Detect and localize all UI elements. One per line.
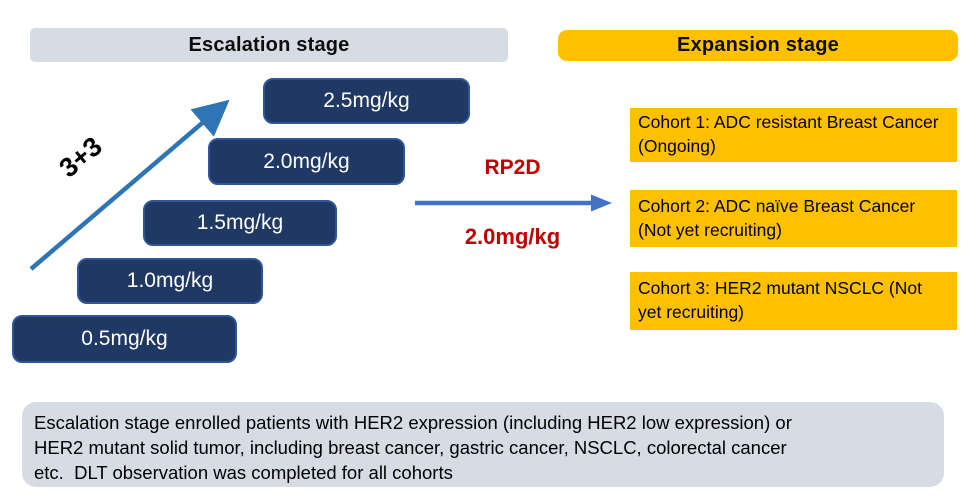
escalation-stage-header: Escalation stage (30, 28, 508, 62)
rp2d-arrow (415, 194, 612, 212)
dose-box: 2.0mg/kg (208, 138, 405, 185)
dose-box: 1.5mg/kg (143, 200, 337, 246)
cohort-label: Cohort 2: ADC naïve Breast Cancer (Not y… (638, 195, 916, 240)
cohort-label: Cohort 1: ADC resistant Breast Cancer (O… (638, 112, 939, 156)
dose-box: 2.5mg/kg (263, 78, 470, 124)
rp2d-dose-label: 2.0mg/kg (464, 224, 561, 249)
cohort-box: Cohort 3: HER2 mutant NSCLC (Not yet rec… (630, 272, 957, 330)
footnote-line: Escalation stage enrolled patients with … (34, 412, 792, 433)
expansion-stage-header: Expansion stage (558, 30, 958, 61)
cohort-label: Cohort 3: HER2 mutant NSCLC (Not yet rec… (638, 278, 922, 322)
footnote-line: HER2 mutant solid tumor, including breas… (34, 437, 787, 459)
dose-box: 0.5mg/kg (12, 315, 237, 363)
cohort-box: Cohort 2: ADC naïve Breast Cancer (Not y… (630, 190, 957, 247)
cohort-box: Cohort 1: ADC resistant Breast Cancer (O… (630, 108, 957, 162)
dose-escalation-arrow (29, 99, 230, 271)
footnote-line: etc. DLT observation was completed for a… (34, 462, 453, 484)
rp2d-label: RP2D (484, 156, 541, 179)
footnote-box: Escalation stage enrolled patients with … (22, 402, 944, 487)
dose-box: 1.0mg/kg (77, 258, 263, 304)
